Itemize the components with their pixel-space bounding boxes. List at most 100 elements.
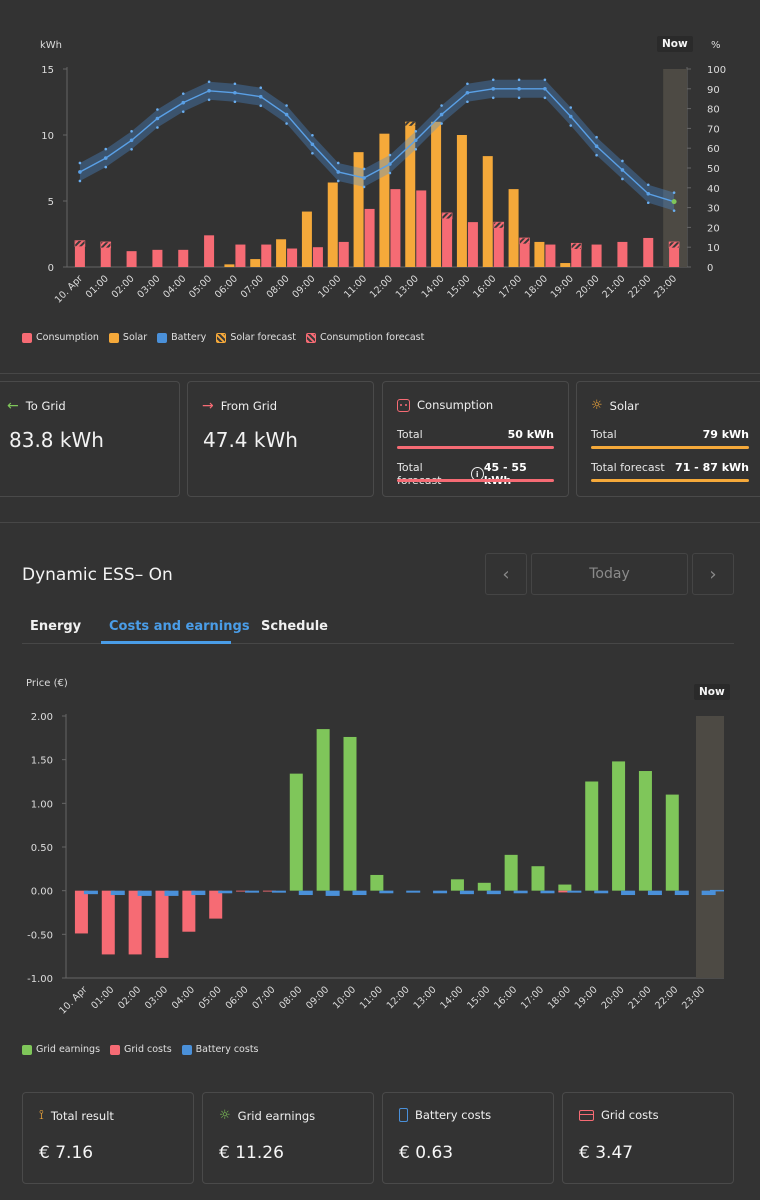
battery-costs-bar	[137, 890, 152, 896]
battery-upper-point	[362, 167, 366, 171]
consumption-total-label: Total	[397, 428, 423, 441]
ess-title: Dynamic ESS– On	[22, 565, 173, 585]
cost-x-tick-label: 14:00	[438, 984, 465, 1011]
consumption-forecast-label: Total forecast	[397, 461, 441, 487]
battery-point	[413, 138, 418, 143]
battery-lower-point	[543, 96, 547, 100]
battery-point	[517, 87, 521, 91]
battery-upper-point	[156, 108, 159, 111]
cost-x-tick-label: 06:00	[224, 984, 251, 1011]
battery-swatch	[157, 332, 168, 343]
battery-point	[620, 168, 625, 172]
tab-schedule[interactable]: Schedule	[261, 619, 328, 634]
grid-earnings-value: € 11.26	[219, 1143, 284, 1163]
battery-costs-bar	[271, 890, 286, 893]
right-tick-label: 60	[707, 144, 720, 155]
solar-bar	[560, 263, 571, 267]
solar-forecast-swatch	[216, 332, 227, 343]
right-tick-label: 80	[707, 105, 720, 116]
battery-point	[233, 90, 237, 95]
battery-upper-point	[285, 104, 288, 107]
solar-forecast-mark	[405, 121, 416, 126]
cost-legend: Grid earnings Grid costs Battery costs	[22, 1044, 259, 1055]
solar-bar	[482, 156, 493, 267]
consumption-title: Consumption	[417, 398, 494, 412]
x-tick-label: 05:00	[187, 273, 214, 300]
battery-point	[568, 114, 573, 119]
grid-earnings-bar	[531, 866, 545, 891]
next-day-button[interactable]: ›	[692, 553, 734, 595]
battery-upper-point	[621, 159, 624, 163]
battery-costs-bar	[674, 890, 689, 896]
left-axis-unit: kWh	[40, 40, 63, 51]
battery-range-band	[79, 79, 675, 211]
prev-day-button[interactable]: ‹	[485, 553, 527, 595]
battery-point	[336, 170, 341, 174]
legend-grid-costs[interactable]: Grid costs	[110, 1044, 172, 1055]
consumption-bar	[617, 241, 628, 267]
right-tick-label: 40	[707, 184, 720, 195]
battery-costs-bar	[486, 890, 501, 895]
legend-solar-forecast[interactable]: Solar forecast	[216, 332, 296, 343]
consumption-bar	[643, 237, 654, 267]
grid-costs-bar	[155, 890, 169, 958]
to-grid-value: 83.8 kWh	[9, 428, 104, 452]
legend-battery[interactable]: Battery	[157, 332, 206, 343]
cost-x-tick-label: 19:00	[573, 984, 600, 1011]
battery-upper-point	[388, 153, 392, 157]
battery-point	[439, 112, 444, 117]
battery-upper-point	[466, 82, 469, 86]
x-tick-label: 06:00	[213, 273, 240, 300]
battery-costs-bar	[164, 890, 179, 896]
x-tick-label: 08:00	[265, 273, 292, 300]
consumption-bar	[571, 243, 582, 267]
solar-total-label: Total	[591, 428, 617, 441]
cost-x-tick-label: 15:00	[465, 984, 492, 1011]
grid-earnings-bar	[289, 773, 303, 891]
consumption-bar	[467, 222, 478, 267]
consumption-bar	[442, 212, 453, 267]
legend-consumption[interactable]: Consumption	[22, 332, 99, 343]
energy-chart: kWh % Now 15 10 5 0 100 90 80 70 60 50 40 30 20 10 0 10…	[0, 0, 760, 330]
consumption-forecast-value: 45 - 55 kWh	[483, 461, 527, 487]
grid-earnings-bar	[585, 781, 599, 891]
solar-forecast-bar	[591, 479, 749, 482]
right-tick-label: 10	[707, 243, 720, 254]
price-axis-label: Price (€)	[26, 678, 68, 689]
battery-upper-point	[233, 82, 237, 86]
total-result-title: Total result	[50, 1108, 114, 1123]
battery-costs-bar	[647, 890, 662, 896]
legend-solar[interactable]: Solar	[108, 332, 147, 343]
cost-x-tick-label: 23:00	[680, 984, 707, 1011]
battery-upper-point	[181, 92, 185, 95]
battery-lower-point	[466, 100, 469, 104]
x-tick-label: 23:00	[652, 273, 679, 300]
battery-costs-bar	[83, 890, 98, 895]
consumption-forecast-mark	[570, 242, 582, 250]
battery-upper-point	[104, 147, 108, 151]
total-result-value: € 7.16	[39, 1143, 94, 1163]
solar-card: ☼ Solar Total 79 kWh Total forecast 71 - 87…	[576, 381, 760, 497]
x-tick-label: 09:00	[290, 273, 317, 300]
consumption-bar	[493, 222, 504, 267]
battery-point	[310, 142, 315, 147]
left-tick-label: 0	[48, 263, 54, 274]
tab-costs-and-earnings[interactable]: Costs and earnings	[109, 619, 250, 634]
cost-x-tick-label: 10. Apr	[57, 984, 89, 1016]
battery-lower-point	[207, 98, 211, 102]
battery-upper-point	[311, 133, 314, 137]
consumption-forecast-mark	[74, 240, 86, 247]
energy-legend: Consumption Solar Battery Solar forecast…	[22, 332, 424, 343]
battery-upper-point	[414, 129, 418, 133]
legend-consumption-forecast[interactable]: Consumption forecast	[305, 332, 424, 343]
consumption-swatch	[22, 332, 32, 343]
date-selector[interactable]: Today	[531, 553, 688, 595]
battery-upper-point	[646, 183, 650, 187]
x-tick-label: 17:00	[497, 273, 524, 300]
battery-lower-point	[130, 147, 133, 151]
legend-battery-costs[interactable]: Battery costs	[181, 1044, 259, 1055]
tab-energy[interactable]: Energy	[30, 619, 82, 634]
legend-grid-earnings[interactable]: Grid earnings	[22, 1044, 100, 1055]
battery-upper-point	[595, 135, 598, 139]
